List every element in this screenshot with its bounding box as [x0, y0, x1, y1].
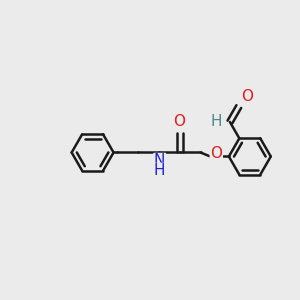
Text: O: O	[210, 146, 222, 161]
Text: H: H	[154, 164, 165, 178]
Text: H: H	[210, 113, 222, 128]
Text: O: O	[241, 89, 253, 104]
Text: N: N	[154, 154, 165, 169]
Text: O: O	[174, 114, 186, 129]
